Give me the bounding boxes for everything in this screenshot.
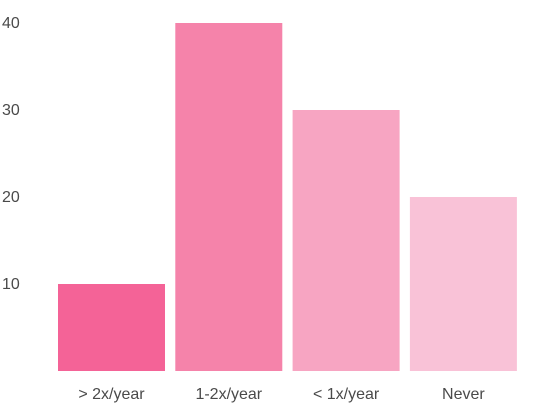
x-tick-label: < 1x/year	[313, 386, 380, 403]
bar	[175, 23, 283, 371]
y-tick-label: 20	[2, 189, 20, 206]
y-tick-label: 30	[2, 102, 20, 119]
x-axis-labels: > 2x/year 1-2x/year < 1x/year Never	[78, 386, 485, 403]
x-tick-label: > 2x/year	[78, 386, 145, 403]
bar	[58, 284, 165, 371]
x-tick-label: 1-2x/year	[195, 386, 262, 403]
x-tick-label: Never	[442, 386, 485, 403]
bars	[58, 23, 517, 371]
bar	[409, 197, 517, 371]
y-tick-label: 40	[2, 15, 20, 32]
bar	[292, 110, 400, 371]
y-tick-label: 10	[2, 276, 20, 293]
y-axis-ticks: 10 20 30 40	[2, 15, 20, 293]
